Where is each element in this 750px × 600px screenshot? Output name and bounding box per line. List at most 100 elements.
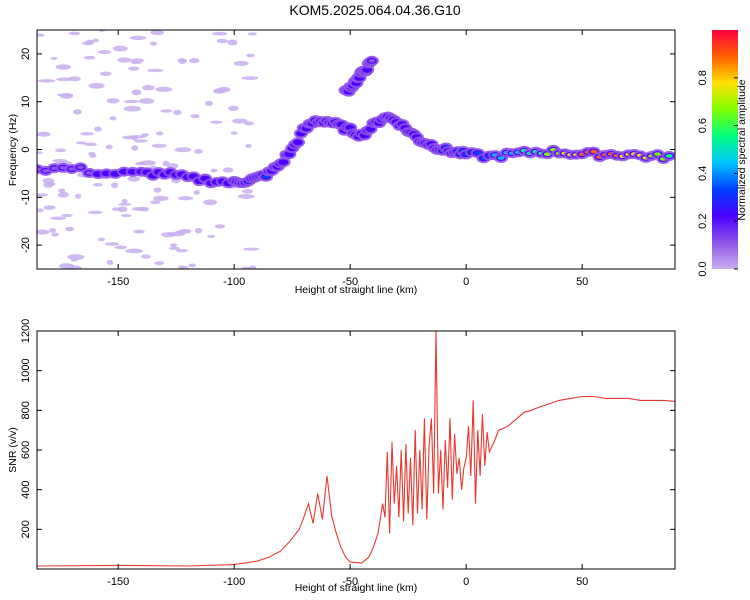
- noise-blob: [193, 190, 200, 195]
- y-tick-label: 0: [20, 146, 32, 152]
- noise-blob: [129, 35, 147, 40]
- noise-blob: [151, 143, 167, 148]
- noise-blob: [111, 207, 121, 211]
- noise-blob: [131, 207, 148, 211]
- noise-blob: [214, 224, 226, 229]
- noise-blob: [169, 246, 180, 251]
- x-tick-label: -150: [107, 276, 129, 288]
- noise-blob: [111, 182, 118, 189]
- noise-blob: [249, 265, 257, 269]
- y-tick-label: -10: [20, 189, 32, 205]
- noise-blob: [121, 198, 128, 204]
- noise-blob: [188, 263, 197, 268]
- y-tick-label: 200: [20, 520, 32, 538]
- noise-blob: [68, 76, 81, 82]
- noise-blob: [61, 213, 73, 218]
- snr-series-line: [37, 331, 675, 567]
- colorbar-ticks: 0.0 0.2 0.4 0.6 0.8: [697, 70, 738, 277]
- noise-blob: [194, 227, 203, 234]
- noise-blob: [50, 56, 58, 61]
- spectral-blob-core: [367, 127, 374, 131]
- noise-blob: [228, 105, 239, 112]
- x-tick-label: -100: [223, 576, 245, 588]
- noise-blob: [131, 145, 139, 151]
- noise-blob: [50, 216, 67, 220]
- y-tick-label: 400: [20, 480, 32, 498]
- noise-blob: [37, 79, 56, 83]
- noise-blob: [180, 265, 189, 269]
- snr-y-axis-label: SNR (v/v): [7, 427, 19, 473]
- noise-blob: [194, 148, 203, 154]
- noise-blob: [141, 85, 155, 91]
- noise-blob: [58, 188, 66, 193]
- spectral-blob-core: [280, 160, 287, 164]
- noise-blob: [55, 148, 67, 153]
- noise-blob: [155, 86, 173, 92]
- noise-blob: [213, 88, 229, 93]
- spectral-blob-core: [111, 172, 119, 176]
- x-tick-label: -100: [223, 276, 245, 288]
- noise-blob: [37, 33, 45, 38]
- snr-x-ticks: -150 -100 -50 0 50: [107, 331, 588, 588]
- x-tick-label: 0: [463, 576, 469, 588]
- noise-blob: [212, 31, 228, 36]
- noise-blob: [51, 232, 59, 237]
- colorbar-label: Normalized spectral amplitude: [736, 79, 748, 220]
- noise-blob: [42, 177, 55, 184]
- x-tick-label: 50: [576, 576, 588, 588]
- x-tick-label: 0: [463, 276, 469, 288]
- noise-blob: [100, 71, 112, 77]
- colorbar-gradient: [712, 30, 738, 269]
- noise-blob: [207, 234, 216, 238]
- noise-blob: [138, 98, 155, 104]
- noise-blob: [109, 116, 117, 121]
- noise-blob: [247, 32, 257, 36]
- colorbar-tick-label: 0.0: [697, 261, 709, 276]
- noise-blob: [68, 31, 81, 36]
- noise-blob: [70, 258, 78, 262]
- noise-blob: [127, 175, 141, 182]
- spectral-blob-core: [68, 167, 76, 171]
- noise-blob: [243, 121, 254, 126]
- noise-blob: [65, 226, 75, 232]
- figure-title: KOM5.2025.064.04.36.G10: [289, 2, 460, 18]
- noise-blob: [167, 231, 185, 237]
- noise-blob: [117, 57, 132, 63]
- noise-blob: [135, 161, 146, 166]
- noise-blob: [222, 167, 234, 173]
- noise-blob: [245, 143, 252, 149]
- noise-blob: [147, 68, 164, 73]
- spectral-blob-core: [42, 169, 50, 173]
- x-tick-label: -50: [342, 276, 358, 288]
- noise-blob: [155, 131, 164, 136]
- noise-blob: [37, 131, 51, 137]
- noise-blob: [57, 191, 70, 198]
- noise-blob: [173, 109, 182, 116]
- colorbar: 0.0 0.2 0.4 0.6 0.8 Normalized spectral ampl…: [697, 30, 748, 277]
- noise-blob: [133, 139, 148, 143]
- noise-blob: [58, 263, 74, 269]
- spectrogram-y-axis-label: Frequency (Hz): [7, 114, 19, 186]
- noise-blob: [87, 210, 103, 215]
- noise-blob: [55, 64, 72, 70]
- y-tick-label: 600: [20, 441, 32, 459]
- noise-blob: [120, 214, 132, 218]
- colorbar-tick-label: 0.2: [697, 214, 709, 229]
- noise-blob: [177, 196, 194, 201]
- noise-blob: [76, 141, 86, 145]
- noise-blob: [210, 120, 223, 124]
- noise-blob: [174, 147, 192, 153]
- noise-blob: [133, 229, 145, 234]
- noise-blob: [237, 193, 255, 199]
- spectral-blob-core: [363, 67, 371, 72]
- spectral-blob-core: [120, 169, 128, 174]
- noise-blob: [106, 259, 114, 266]
- noise-blob: [232, 118, 248, 124]
- noise-blob: [154, 261, 165, 266]
- y-tick-label: -20: [20, 237, 32, 253]
- noise-blob: [233, 60, 249, 66]
- spectral-blob-core: [129, 170, 137, 174]
- y-tick-label: 1000: [20, 358, 32, 382]
- spectrogram-y-ticks: -20 -10 0 10 20: [20, 48, 675, 253]
